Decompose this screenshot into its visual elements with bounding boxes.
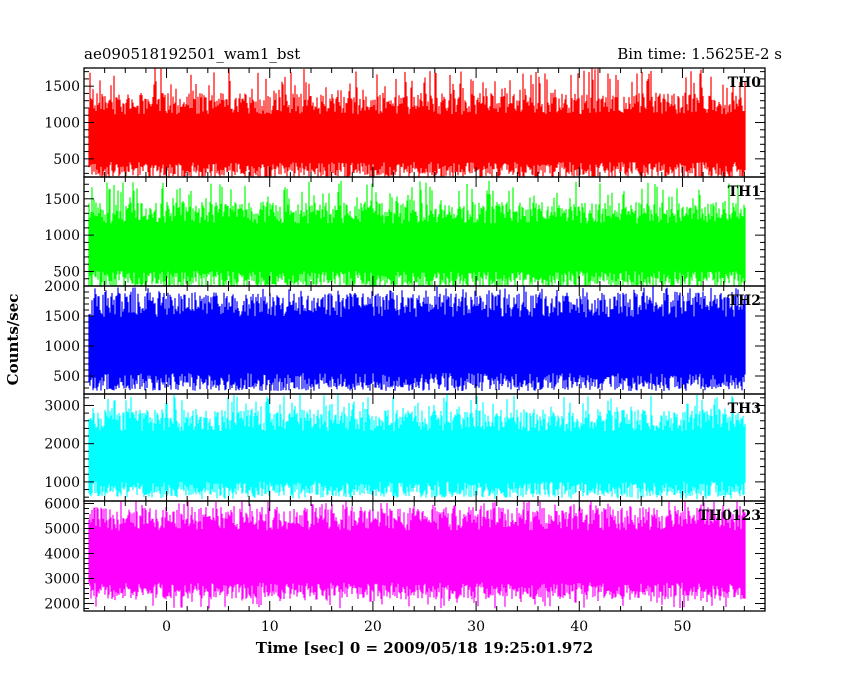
panel-label-th0: TH0 xyxy=(728,75,762,91)
series-th2 xyxy=(88,286,746,391)
panel-label-th3: TH3 xyxy=(728,401,761,417)
series-th3 xyxy=(88,394,746,500)
panel-frame-th0123 xyxy=(83,500,766,612)
panel-label-th0123: TH0123 xyxy=(698,508,761,524)
y-tick-label: 1500 xyxy=(44,192,80,208)
x-tick-label: 40 xyxy=(570,619,588,635)
y-tick-label: 2000 xyxy=(44,279,80,295)
y-tick-label: 500 xyxy=(53,264,80,280)
y-tick-label: 500 xyxy=(53,152,80,168)
y-tick-label: 1000 xyxy=(44,475,80,491)
y-tick-label: 1000 xyxy=(44,228,80,244)
y-tick-label: 3000 xyxy=(44,398,80,414)
y-tick-label: 1500 xyxy=(44,79,80,95)
y-tick-label: 2000 xyxy=(44,597,80,613)
y-tick-label: 1500 xyxy=(44,309,80,325)
series-th0123 xyxy=(88,501,746,609)
y-axis-title: Counts/sec xyxy=(4,294,22,386)
series-th1 xyxy=(88,180,746,286)
y-tick-label: 3000 xyxy=(44,572,80,588)
y-tick-label: 5000 xyxy=(44,522,80,538)
series-th0 xyxy=(88,68,746,177)
y-tick-label: 1000 xyxy=(44,339,80,355)
x-tick-label: 0 xyxy=(162,619,171,635)
panel-label-th1: TH1 xyxy=(728,184,761,200)
y-tick-label: 4000 xyxy=(44,547,80,563)
chart-title: ae090518192501_wam1_bst xyxy=(84,45,301,63)
y-tick-label: 2000 xyxy=(44,437,80,453)
y-tick-label: 6000 xyxy=(44,497,80,513)
x-tick-label: 20 xyxy=(364,619,382,635)
x-axis-title: Time [sec] 0 = 2009/05/18 19:25:01.972 xyxy=(256,639,593,657)
x-tick-label: 30 xyxy=(467,619,485,635)
y-tick-label: 500 xyxy=(53,369,80,385)
bin-time-label: Bin time: 1.5625E-2 s xyxy=(617,45,782,63)
x-tick-label: 50 xyxy=(674,619,692,635)
y-tick-label: 1000 xyxy=(44,116,80,132)
panel-label-th2: TH2 xyxy=(728,293,761,309)
x-tick-label: 10 xyxy=(261,619,279,635)
